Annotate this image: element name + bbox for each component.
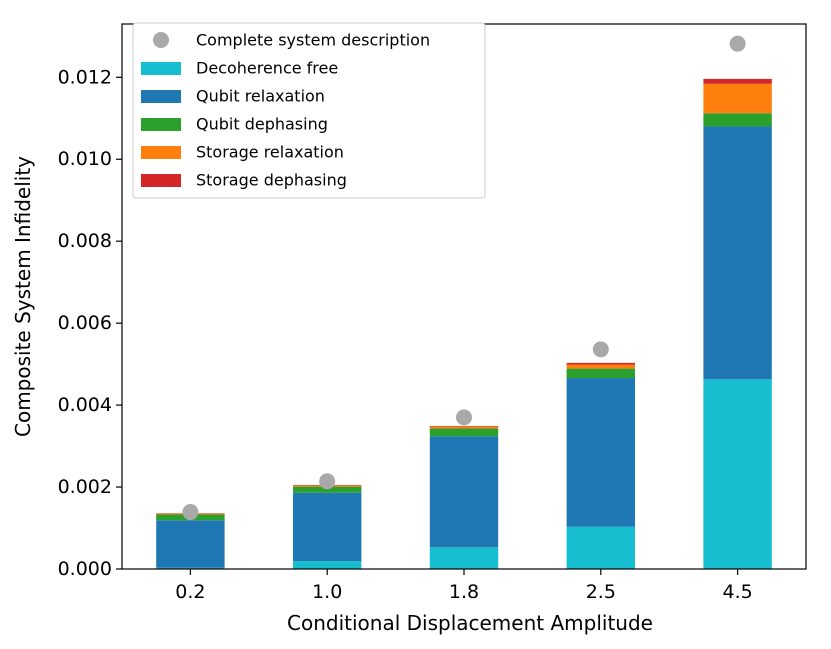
legend-swatch-decoherence-free <box>141 62 181 75</box>
legend-swatch-qubit-dephasing <box>141 118 181 131</box>
y-tick-label: 0.002 <box>58 476 112 498</box>
complete-system-point-0.2 <box>182 504 199 521</box>
legend-label-complete-system-description: Complete system description <box>196 31 430 50</box>
y-tick-label: 0.010 <box>58 148 112 170</box>
complete-system-points <box>182 35 746 521</box>
y-tick-label: 0.012 <box>58 66 112 88</box>
complete-system-point-4.5 <box>729 35 746 52</box>
bar-segment-qubit-relaxation-4.5 <box>703 126 772 380</box>
y-tick-label: 0.000 <box>58 558 112 580</box>
legend-label-storage-dephasing: Storage dephasing <box>196 171 347 190</box>
legend-label-qubit-dephasing: Qubit dephasing <box>196 115 328 134</box>
x-tick-label: 2.5 <box>586 581 616 603</box>
x-axis-ticks: 0.2 1.0 1.8 2.5 4.5 <box>175 569 753 603</box>
bar-segment-decoherence-free-2.5 <box>566 526 635 569</box>
bar-segment-qubit-relaxation-2.5 <box>566 378 635 527</box>
bar-segment-decoherence-free-1.0 <box>293 561 362 569</box>
bar-segment-qubit-relaxation-0.2 <box>156 520 225 568</box>
legend-label-decoherence-free: Decoherence free <box>196 59 338 78</box>
legend-entries: Complete system description Decoherence f… <box>141 31 430 190</box>
bar-segment-storage-relaxation-1.8 <box>429 426 499 429</box>
legend-swatch-qubit-relaxation <box>141 90 181 103</box>
bar-segment-decoherence-free-4.5 <box>703 379 772 569</box>
bar-segment-storage-dephasing-4.5 <box>703 78 772 84</box>
bar-segment-storage-dephasing-2.5 <box>566 362 635 365</box>
x-tick-label: 1.8 <box>449 581 479 603</box>
legend-box <box>132 22 486 199</box>
bar-segment-decoherence-free-0.2 <box>156 567 225 569</box>
y-tick-label: 0.004 <box>58 394 112 416</box>
y-tick-label: 0.006 <box>58 312 112 334</box>
legend-label-storage-relaxation: Storage relaxation <box>196 143 344 162</box>
bar-segment-qubit-dephasing-1.0 <box>293 486 362 493</box>
bar-segment-qubit-dephasing-1.8 <box>429 428 499 437</box>
bar-segment-decoherence-free-1.8 <box>429 547 499 569</box>
y-tick-label: 0.008 <box>58 230 112 252</box>
legend: Complete system description Decoherence f… <box>132 22 486 199</box>
complete-system-point-1.8 <box>456 409 472 426</box>
x-tick-label: 0.2 <box>175 581 205 603</box>
bar-segment-storage-relaxation-2.5 <box>566 364 635 369</box>
legend-swatch-storage-dephasing <box>141 174 181 187</box>
y-axis-ticks: 0.000 0.002 0.004 0.006 0.008 0.010 0.012 <box>58 66 122 580</box>
y-axis-label: Composite System Infidelity <box>11 156 35 437</box>
bar-segment-qubit-dephasing-2.5 <box>566 368 635 379</box>
bar-segment-qubit-dephasing-4.5 <box>703 113 772 127</box>
legend-swatch-storage-relaxation <box>141 146 181 159</box>
legend-label-qubit-relaxation: Qubit relaxation <box>196 87 325 106</box>
complete-system-point-1.0 <box>319 473 336 490</box>
bar-segment-qubit-relaxation-1.0 <box>293 492 362 562</box>
bar-segment-storage-relaxation-4.5 <box>703 83 772 114</box>
bars-layer <box>156 78 772 569</box>
bar-segment-qubit-relaxation-1.8 <box>429 436 499 548</box>
x-axis-label: Conditional Displacement Amplitude <box>287 611 653 635</box>
complete-system-point-2.5 <box>592 341 609 358</box>
x-tick-label: 4.5 <box>722 581 752 603</box>
legend-marker-complete-system-description <box>153 32 169 48</box>
x-tick-label: 1.0 <box>312 581 342 603</box>
